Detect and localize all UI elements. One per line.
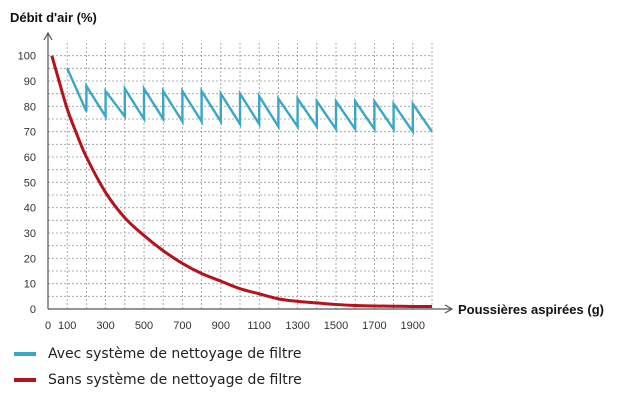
y-axis-title: Débit d'air (%) bbox=[10, 10, 97, 25]
x-tick-label: 500 bbox=[135, 320, 153, 332]
y-tick-label: 10 bbox=[24, 279, 36, 291]
y-tick-label: 100 bbox=[18, 51, 36, 63]
series-line-with-cleaning bbox=[66, 67, 433, 136]
y-tick-labels: 0 10 20 30 40 50 60 70 80 90 100 bbox=[18, 51, 36, 316]
y-tick-label: 30 bbox=[24, 228, 36, 240]
x-tick-label: 300 bbox=[96, 320, 114, 332]
y-tick-label: 20 bbox=[24, 253, 36, 265]
y-tick-label: 90 bbox=[24, 76, 36, 88]
x-tick-label: 700 bbox=[173, 320, 191, 332]
y-tick-label: 50 bbox=[24, 177, 36, 189]
x-tick-label: 900 bbox=[212, 320, 230, 332]
legend-swatch-red bbox=[14, 378, 36, 382]
y-tick-label: 0 bbox=[30, 304, 36, 316]
x-tick-label: 1100 bbox=[247, 320, 271, 332]
y-tick-label: 80 bbox=[24, 101, 36, 113]
legend-item-with-cleaning: Avec système de nettoyage de filtre bbox=[14, 344, 301, 364]
series-line-without-cleaning bbox=[50, 55, 433, 308]
x-tick-label: 1500 bbox=[324, 320, 348, 332]
y-tick-label: 70 bbox=[24, 127, 36, 139]
axes bbox=[43, 31, 454, 314]
y-axis-arrow bbox=[43, 31, 53, 41]
x-tick-label: 1900 bbox=[401, 320, 425, 332]
legend-label-without-cleaning: Sans système de nettoyage de filtre bbox=[48, 372, 302, 388]
grid-lines bbox=[48, 43, 433, 309]
legend-swatch-blue bbox=[14, 352, 36, 356]
legend-item-without-cleaning: Sans système de nettoyage de filtre bbox=[14, 370, 302, 390]
x-tick-labels: 0 100 300 500 700 900 1100 1300 1500 1700 1900 bbox=[45, 320, 425, 332]
legend-label-with-cleaning: Avec système de nettoyage de filtre bbox=[48, 346, 302, 362]
series-lines bbox=[50, 55, 433, 308]
x-tick-label: 100 bbox=[58, 320, 76, 332]
x-axis-title: Poussières aspirées (g) bbox=[458, 302, 604, 317]
x-tick-label: 0 bbox=[45, 320, 51, 332]
y-tick-label: 40 bbox=[24, 203, 36, 215]
x-axis-arrow bbox=[444, 304, 454, 314]
y-tick-label: 60 bbox=[24, 152, 36, 164]
x-tick-label: 1700 bbox=[362, 320, 386, 332]
x-tick-label: 1300 bbox=[285, 320, 309, 332]
